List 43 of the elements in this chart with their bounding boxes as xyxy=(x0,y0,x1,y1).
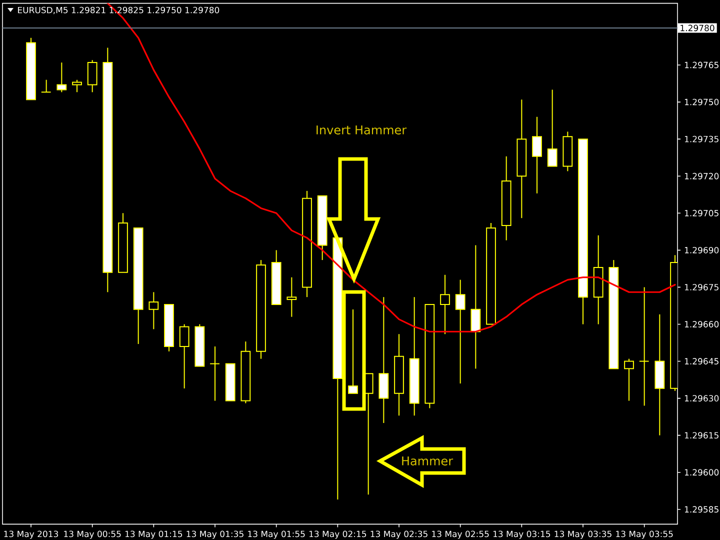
y-tick-label: 1.29720 xyxy=(684,172,719,180)
y-tick-label: 1.29735 xyxy=(684,136,718,142)
candlestick xyxy=(286,276,297,318)
y-tick-label: 1.29630 xyxy=(684,395,719,402)
candlestick xyxy=(532,116,542,194)
candlestick xyxy=(455,279,466,384)
x-tick-label: 13 May 02:15 xyxy=(309,530,366,539)
candlestick xyxy=(56,62,67,93)
x-tick-label: 13 May 02:35 xyxy=(370,530,428,539)
ref-line-label: 1.29780 xyxy=(680,24,714,32)
candlestick xyxy=(41,79,52,93)
candlestick xyxy=(470,244,481,370)
y-tick-label: 1.29750 xyxy=(684,98,719,106)
x-tick-label: 13 May 01:35 xyxy=(186,530,244,539)
y-tick-label: 1.29615 xyxy=(684,432,718,439)
candlestick xyxy=(179,324,190,389)
y-tick-label: 1.29600 xyxy=(684,469,719,476)
y-tick-label: 1.29645 xyxy=(684,358,718,364)
y-tick-label: 1.29705 xyxy=(684,210,718,216)
candlestick xyxy=(72,79,82,93)
y-tick-label: 1.29660 xyxy=(684,321,719,328)
y-tick-label: 1.29765 xyxy=(684,62,718,68)
candlestick xyxy=(87,60,98,93)
candlestick xyxy=(148,292,159,330)
x-tick-label: 13 May 00:55 xyxy=(64,530,121,539)
x-tick-label: 13 May 03:15 xyxy=(493,530,550,539)
x-tick-label: 13 May 01:15 xyxy=(125,530,182,539)
candlestick xyxy=(440,274,450,335)
candlestick xyxy=(210,346,220,402)
candlestick xyxy=(639,286,650,406)
y-tick-label: 1.29585 xyxy=(684,506,718,513)
x-tick-label: 13 May 01:55 xyxy=(248,530,305,539)
annotation: Hammer xyxy=(402,456,454,466)
x-tick-label: 13 May 2013 xyxy=(4,530,58,539)
y-tick-label: 1.29690 xyxy=(684,246,719,254)
x-tick-label: 13 May 03:55 xyxy=(616,530,673,539)
annotation: Invert Hammer xyxy=(316,126,407,134)
candlestick xyxy=(624,358,634,402)
candlestick xyxy=(547,89,558,167)
x-tick-label: 13 May 02:55 xyxy=(432,530,489,539)
candlestick xyxy=(348,308,358,394)
y-tick-label: 1.29675 xyxy=(684,284,718,290)
x-tick-label: 13 May 03:35 xyxy=(554,530,612,539)
